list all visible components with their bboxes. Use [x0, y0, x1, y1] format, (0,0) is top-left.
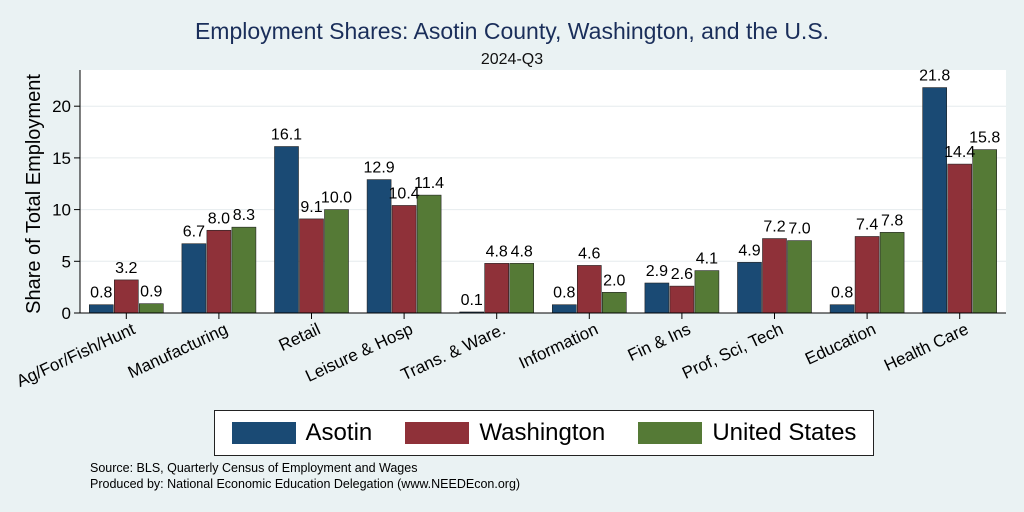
- x-tick-label: Trans. & Ware.: [398, 319, 508, 384]
- data-label-washington: 7.2: [763, 219, 785, 236]
- bar-washington: [669, 285, 695, 314]
- data-label-washington: 4.6: [578, 245, 600, 262]
- x-tick-label: Manufacturing: [125, 319, 231, 382]
- bar-united-states: [787, 240, 812, 314]
- bar-washington: [206, 229, 232, 314]
- bar-chart: 0.83.20.96.78.0 8.316.19.110.012.910.411.…: [14, 68, 1006, 391]
- data-label-asotin: 0.8: [831, 285, 853, 302]
- data-label-united-states: 0.9: [140, 284, 162, 301]
- y-tick-label: 15: [52, 149, 71, 168]
- data-label-washington: 14.4: [944, 144, 975, 161]
- bar-washington: [576, 265, 602, 314]
- bar-washington: [391, 205, 417, 314]
- y-axis-label: Share of Total Employment: [23, 74, 45, 314]
- data-labels: 0.83.20.96.78.0 8.316.19.110.012.910.411.…: [90, 68, 1000, 309]
- data-label-washington: 3.2: [115, 260, 137, 277]
- data-label-united-states: 4.8: [511, 243, 533, 260]
- x-tick-label: Education: [802, 319, 879, 368]
- bar-asotin: [181, 243, 207, 314]
- legend-swatch-washington: [405, 422, 470, 444]
- legend-swatch-asotin: [231, 422, 296, 444]
- legend-item-asotin: Asotin: [231, 419, 373, 447]
- data-label-united-states: 2.0: [603, 272, 625, 289]
- bar-asotin: [644, 282, 670, 314]
- x-tick-label: Ag/For/Fish/Hunt: [14, 319, 139, 391]
- bar-united-states: [324, 209, 349, 314]
- data-label-washington: 7.4: [856, 216, 878, 233]
- source-note: Source: BLS, Quarterly Census of Employm…: [90, 461, 418, 475]
- data-label-united-states: 10.0: [321, 190, 352, 207]
- x-tick-label: Retail: [276, 319, 323, 355]
- legend-label-united-states: United States: [712, 419, 857, 446]
- x-tick-label: Fin & Ins: [625, 319, 694, 365]
- bar-asotin: [922, 87, 948, 314]
- legend-item-united-states: United States: [638, 419, 856, 447]
- bar-washington: [299, 218, 324, 314]
- data-label-washington: 4.8: [486, 243, 508, 260]
- data-label-asotin: 4.9: [738, 242, 760, 259]
- bar-united-states: [694, 270, 720, 314]
- data-label-united-states: 15.8: [969, 130, 1000, 147]
- legend-label-washington: Washington: [479, 419, 606, 446]
- y-tick-label: 10: [52, 201, 71, 220]
- bar-united-states: [416, 194, 442, 314]
- bar-asotin: [829, 304, 855, 314]
- bar-asotin: [551, 304, 577, 314]
- data-label-asotin: 2.9: [646, 263, 668, 280]
- bars: [89, 87, 998, 314]
- bar-asotin: [366, 179, 392, 314]
- bar-united-states: [972, 149, 998, 314]
- data-label-asotin: 21.8: [919, 68, 950, 85]
- x-tick-label: Information: [516, 319, 601, 372]
- data-label-united-states: 4.1: [696, 251, 718, 268]
- bar-united-states: [601, 292, 627, 314]
- data-label-asotin: 12.9: [364, 160, 395, 177]
- producer-note: Produced by: National Economic Education…: [90, 477, 521, 491]
- bar-washington: [947, 163, 973, 314]
- y-tick-label: 20: [52, 97, 71, 116]
- x-tick-label: Health Care: [881, 319, 971, 375]
- data-label-asotin: 0.8: [553, 285, 575, 302]
- legend-swatch-united-states: [638, 422, 703, 444]
- footer: Source: BLS, Quarterly Census of Employm…: [90, 460, 520, 492]
- bar-united-states: [231, 226, 257, 314]
- bar-united-states: [879, 232, 905, 314]
- y-tick-label: 0: [62, 304, 71, 323]
- data-label-united-states: 11.4: [414, 175, 444, 192]
- bar-united-states: [509, 263, 535, 314]
- data-label-asotin: 0.8: [90, 285, 112, 302]
- legend-label-asotin: Asotin: [305, 419, 373, 446]
- bar-asotin: [737, 262, 762, 314]
- data-label-washington: 10.4: [389, 185, 420, 202]
- bar-asotin: [89, 304, 114, 314]
- data-label-washington: 8.0: [208, 210, 230, 227]
- legend-item-washington: Washington: [405, 419, 605, 447]
- data-label-washington: 2.6: [671, 266, 693, 283]
- bar-washington: [854, 236, 880, 314]
- bar-washington: [484, 263, 510, 314]
- bar-washington: [762, 238, 787, 314]
- x-tick-label: Prof, Sci, Tech: [679, 319, 786, 382]
- data-label-united-states: 7.0: [788, 221, 810, 238]
- legend: Asotin Washington United States: [214, 410, 874, 456]
- y-axis: 0 5 10 15 20: [52, 70, 81, 323]
- data-label-washington: 9.1: [300, 199, 322, 216]
- data-label-asotin: 0.1: [461, 292, 483, 309]
- chart-title: Employment Shares: Asotin County, Washin…: [194, 18, 830, 44]
- bar-asotin: [274, 146, 299, 314]
- bar-united-states: [139, 303, 164, 314]
- data-label-asotin: 16.1: [271, 127, 302, 144]
- bar-washington: [114, 279, 139, 314]
- y-tick-label: 5: [62, 252, 71, 271]
- data-label-asotin: 6.7: [183, 224, 205, 241]
- data-label-united-states: 8.3: [233, 207, 255, 224]
- data-label-united-states: 7.8: [881, 212, 903, 229]
- chart-subtitle: 2024-Q3: [480, 51, 544, 68]
